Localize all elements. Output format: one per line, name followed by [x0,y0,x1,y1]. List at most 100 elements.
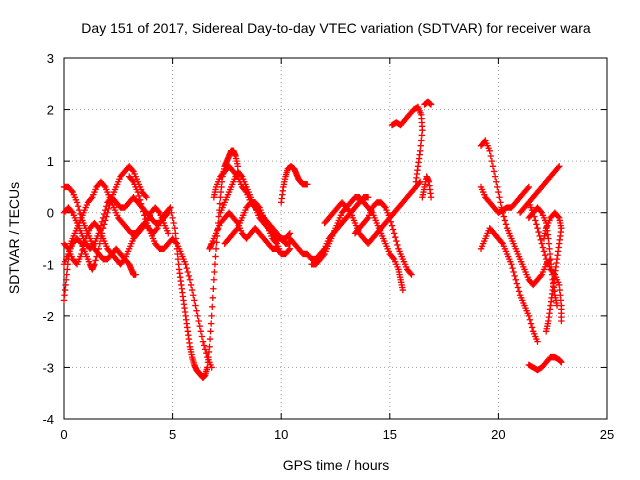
data-point [207,328,214,335]
data-point [285,231,293,238]
data-point [93,253,100,260]
data-point [272,239,279,246]
data-point [233,226,240,233]
data-point [535,228,542,236]
data-point [77,210,84,218]
data-point [490,168,498,175]
data-point [527,320,535,327]
data-point [188,286,196,294]
x-tick-label: 10 [274,427,288,442]
data-point [320,252,327,259]
y-tick-label: 1 [47,154,54,169]
data-point [79,246,86,254]
data-point [155,208,162,215]
data-point [554,164,562,171]
data-point [538,240,546,247]
data-point [496,194,503,201]
data-point [387,218,395,225]
data-point [134,188,142,196]
data-point [233,218,240,225]
data-point [363,215,371,223]
data-point [169,214,176,222]
data-point [142,192,149,200]
data-point [497,199,504,206]
data-point [513,280,521,287]
series-arc-4 [60,163,150,273]
data-point [100,182,108,189]
data-point [136,196,144,204]
data-point [537,208,544,215]
data-point [195,317,202,325]
data-point [194,312,201,320]
data-point [192,302,199,309]
data-point [500,213,508,220]
data-point [129,166,136,174]
data-point [213,239,220,246]
data-point [539,244,547,251]
data-point [183,264,190,272]
y-tick-label: 0 [47,206,54,221]
data-point [215,213,222,220]
data-point [532,217,539,224]
data-point [206,335,214,343]
data-point [495,188,502,196]
data-point [509,264,516,272]
data-point [392,234,399,241]
data-point [182,261,189,268]
data-point [390,230,398,237]
data-point [242,187,249,194]
data-point [187,281,195,289]
data-point [76,206,83,214]
series-arc-11 [278,163,311,206]
data-point [491,173,499,180]
data-point [185,272,193,280]
data-marks [60,98,565,381]
data-point [525,183,533,191]
data-point [74,203,82,210]
data-point [153,226,160,233]
series-arc-2 [60,183,139,278]
data-point [508,261,515,268]
data-point [203,350,210,357]
data-point [285,246,293,254]
series-arc-16 [388,103,426,185]
data-point [498,239,505,246]
data-point [94,223,101,231]
data-point [200,342,208,349]
data-point [100,221,108,228]
series-arc-5 [60,204,172,268]
data-point [209,294,216,302]
series-arc-6 [125,173,215,371]
data-point [103,213,110,220]
data-point [399,286,407,294]
y-tick-label: 3 [47,51,54,66]
data-point [68,208,75,215]
data-point [105,205,112,213]
plot-frame [63,57,608,420]
data-point [556,163,563,170]
data-point [501,217,509,224]
series-arc-18 [421,98,435,108]
data-point [201,346,209,353]
data-point [197,328,205,335]
grid-lines [64,58,607,419]
data-point [196,322,203,330]
data-point [199,338,207,345]
series-arc-21 [477,137,554,289]
data-point [529,209,537,216]
data-point [393,237,400,245]
data-point [190,292,197,299]
data-point [68,187,75,194]
data-point [210,276,218,283]
data-point [140,208,147,215]
data-point [514,284,522,291]
y-axis-label: SDTVAR / TECUs [6,182,22,294]
series-arc-13 [308,194,407,294]
data-point [488,157,496,165]
axis-ticks: 0 5 10 15 20 25 -4 -3 -2 -1 0 1 2 3 [42,51,614,442]
data-point [184,268,192,276]
series-arc-10 [210,163,294,242]
series-arc-23 [525,204,561,309]
data-point [104,209,111,216]
